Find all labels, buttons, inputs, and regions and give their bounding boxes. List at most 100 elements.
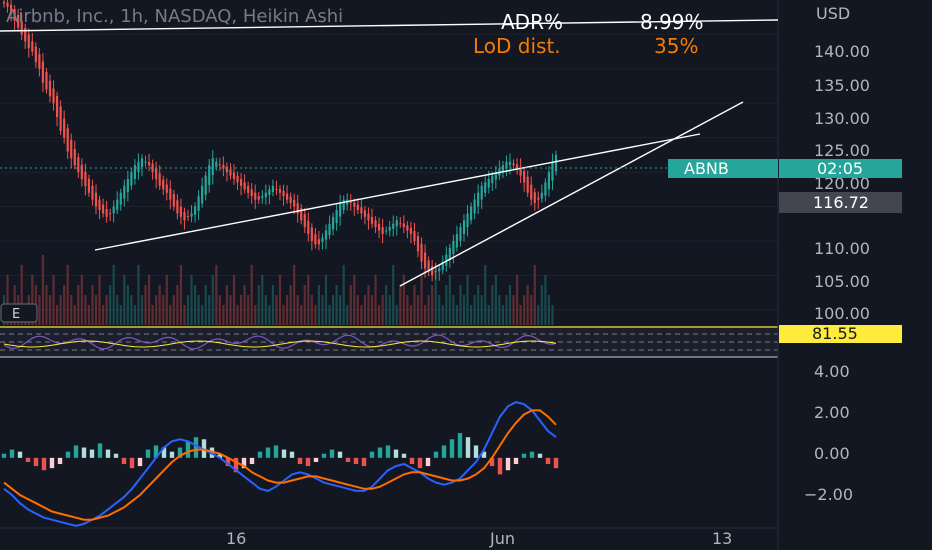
volume-bar xyxy=(38,295,41,325)
candle-body xyxy=(335,209,338,224)
candle-body xyxy=(247,185,250,193)
candle-body xyxy=(155,167,158,179)
volume-bar xyxy=(409,305,413,325)
volume-bar xyxy=(473,295,476,325)
candle-body xyxy=(370,216,374,224)
candle-body xyxy=(473,199,476,214)
volume-bar xyxy=(388,295,391,325)
volume-bar xyxy=(406,295,409,325)
macd-histogram-bar xyxy=(457,433,463,458)
candle-body xyxy=(466,213,469,228)
candle-body xyxy=(296,203,299,214)
candle-body xyxy=(445,254,448,266)
rising-wedge-lower-line[interactable] xyxy=(399,101,744,287)
volume-bar xyxy=(310,295,313,325)
volume-bar xyxy=(63,285,66,325)
candle-body xyxy=(87,178,91,193)
volume-bar xyxy=(261,275,264,325)
price-tick-135: 135.00 xyxy=(814,76,870,95)
volume-bar xyxy=(353,275,356,325)
candle-body xyxy=(45,72,48,90)
candle-body xyxy=(211,158,214,176)
candle-body xyxy=(133,165,137,179)
volume-bar xyxy=(144,285,147,325)
earnings-badge[interactable]: E xyxy=(0,303,38,323)
candle-body xyxy=(80,164,83,179)
macd-histogram-bar xyxy=(105,449,111,458)
time-axis[interactable]: 16 Jun 13 xyxy=(226,529,732,548)
candle-body xyxy=(349,202,352,204)
volume-bar xyxy=(73,305,76,325)
volume-bar xyxy=(109,285,112,325)
volume-bar xyxy=(314,305,317,325)
macd-histogram-bar xyxy=(553,457,559,469)
volume-bar xyxy=(498,295,501,325)
volume-bar xyxy=(218,295,221,325)
candle-body xyxy=(367,213,370,221)
candle-body xyxy=(551,161,554,181)
top-trendline[interactable] xyxy=(0,19,779,32)
candle-body xyxy=(324,230,328,240)
candle-body xyxy=(112,206,115,214)
rsi-layer xyxy=(0,328,778,356)
volume-bar xyxy=(420,275,423,325)
macd-histogram-bar xyxy=(265,447,271,458)
volume-bar xyxy=(413,285,416,325)
candle-body xyxy=(469,206,473,221)
volume-bar xyxy=(469,305,473,325)
candle-body xyxy=(17,14,20,28)
macd-histogram-bar xyxy=(233,457,239,473)
volume-bar xyxy=(328,305,331,325)
candle-body xyxy=(395,220,398,227)
candle-body xyxy=(13,9,16,21)
candle-body xyxy=(342,199,345,210)
candle-body xyxy=(48,80,52,97)
candle-body xyxy=(416,235,420,252)
price-axis[interactable]: USD 140.00 135.00 130.00 125.00 120.00 1… xyxy=(804,4,870,504)
volume-bar xyxy=(342,265,345,325)
candle-body xyxy=(406,225,409,231)
volume-bar xyxy=(452,295,455,325)
volume-bar xyxy=(133,305,137,325)
macd-histogram-bar xyxy=(409,457,415,465)
candle-body xyxy=(190,213,193,217)
volume-bar xyxy=(257,285,260,325)
macd-histogram-bar xyxy=(369,451,375,458)
volume-bar xyxy=(162,295,165,325)
volume-bar xyxy=(335,285,338,325)
macd-histogram-bar xyxy=(473,445,479,458)
rising-wedge-upper-line[interactable] xyxy=(94,133,701,251)
macd-histogram-bar xyxy=(41,457,47,471)
price-tick-125: 125.00 xyxy=(814,141,870,160)
candle-body xyxy=(31,41,34,52)
candle-body xyxy=(275,188,278,190)
volume-bar xyxy=(508,285,512,325)
candle-body xyxy=(268,189,271,195)
volume-bar xyxy=(225,285,229,325)
candle-body xyxy=(388,227,391,231)
candle-body xyxy=(385,230,388,232)
macd-histogram-bar xyxy=(489,457,495,467)
macd-tick-2: 2.00 xyxy=(814,403,850,422)
volume-bar xyxy=(331,295,335,325)
candle-body xyxy=(505,161,508,169)
last-price-badge-bg xyxy=(779,192,902,213)
candle-body xyxy=(52,88,55,104)
time-label-16: 16 xyxy=(226,529,246,548)
price-tick-105: 105.00 xyxy=(814,272,870,291)
volume-bar xyxy=(296,295,299,325)
candle-body xyxy=(282,190,285,197)
candle-body xyxy=(537,197,540,200)
candle-body xyxy=(147,162,151,166)
volume-bar xyxy=(126,285,129,325)
candle-body xyxy=(462,220,466,234)
candle-body xyxy=(455,234,459,248)
volume-bar xyxy=(512,295,515,325)
macd-histogram-bar xyxy=(345,457,351,462)
volume-bar xyxy=(186,295,190,325)
volume-bar xyxy=(317,285,321,325)
candle-body xyxy=(512,163,515,166)
candle-body xyxy=(94,192,98,207)
candle-body xyxy=(278,189,282,193)
